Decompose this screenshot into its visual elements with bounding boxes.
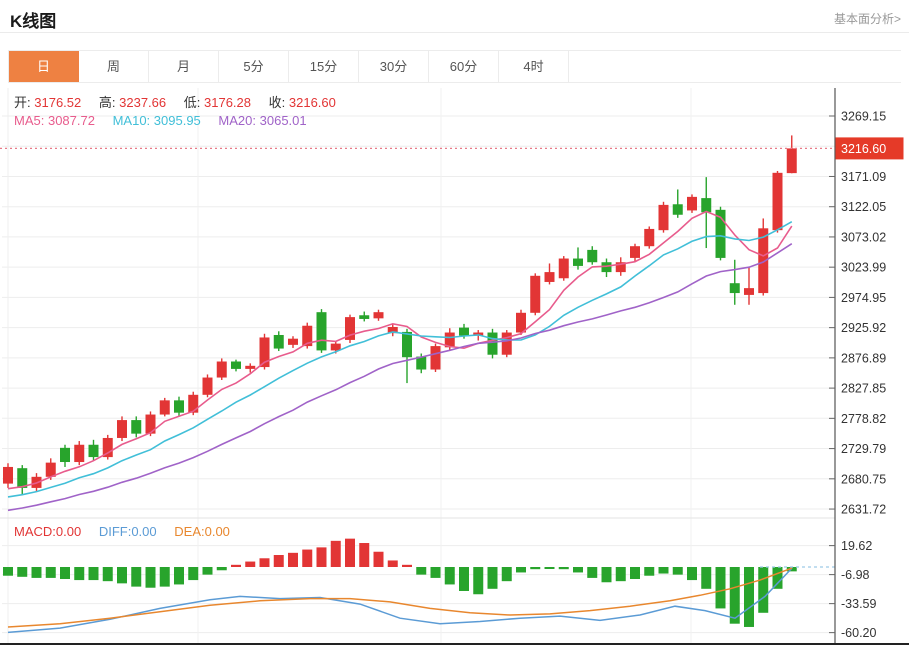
svg-text:19.62: 19.62	[841, 539, 872, 553]
page-title: K线图	[10, 12, 57, 31]
ma-lines	[7, 210, 793, 512]
close-label: 收:	[268, 95, 286, 110]
diff_line	[7, 567, 793, 634]
low-value: 3176.28	[204, 95, 251, 110]
svg-text:3122.05: 3122.05	[841, 200, 886, 214]
ma5-label: MA5:	[14, 113, 45, 128]
low-label: 低:	[183, 95, 201, 110]
title-divider	[0, 32, 909, 33]
svg-text:2631.72: 2631.72	[841, 503, 886, 517]
macd-value: 0.00	[55, 524, 82, 539]
ma10-value: 3095.95	[153, 113, 201, 128]
tab-30min[interactable]: 30分	[359, 51, 429, 82]
svg-text:3171.09: 3171.09	[841, 170, 886, 184]
high-value: 3237.66	[119, 95, 167, 110]
macd-readout: MACD:0.00 DIFF:0.00 DEA:0.00	[14, 524, 244, 539]
svg-text:3269.15: 3269.15	[841, 110, 886, 124]
svg-text:2778.82: 2778.82	[841, 412, 886, 426]
tab-week[interactable]: 周	[79, 51, 149, 82]
tab-5min[interactable]: 5分	[219, 51, 289, 82]
svg-text:-33.59: -33.59	[841, 597, 876, 611]
dea-label: DEA:	[174, 524, 205, 539]
period-tabbar: 日 周 月 5分 15分 30分 60分 4时	[8, 50, 901, 83]
open-label: 开:	[14, 95, 31, 110]
svg-text:-6.98: -6.98	[841, 568, 870, 582]
tab-15min[interactable]: 15分	[289, 51, 359, 82]
svg-text:3023.99: 3023.99	[841, 261, 886, 275]
tab-month[interactable]: 月	[149, 51, 219, 82]
gridlines	[0, 88, 835, 643]
ma20-label: MA20:	[218, 113, 256, 128]
ma5-line	[7, 210, 793, 490]
price-axis: 3269.15 3171.09 3122.05 3073.02 3023.99 2974.…	[0, 88, 909, 645]
ohlc-readout: 开: 3176.52 高: 3237.66 低: 3176.28 收: 3216…	[14, 92, 350, 111]
ma10-line	[7, 221, 793, 498]
dea_line	[7, 567, 793, 628]
diff-label: DIFF:	[98, 524, 132, 539]
close-value: 3216.60	[288, 95, 336, 110]
candlestick-layer	[3, 135, 797, 495]
ma20-line	[7, 243, 793, 512]
ma-readout: MA5: 3087.72 MA10: 3095.95 MA20: 3065.01	[14, 113, 321, 128]
macd-lines	[7, 566, 835, 634]
ma20-value: 3065.01	[259, 113, 307, 128]
svg-text:2925.92: 2925.92	[841, 321, 886, 335]
dea-value: 0.00	[204, 524, 230, 539]
svg-text:2876.89: 2876.89	[841, 351, 886, 365]
open-value: 3176.52	[34, 95, 82, 110]
macd-histogram	[3, 538, 797, 627]
high-label: 高:	[98, 95, 116, 110]
svg-text:-60.20: -60.20	[841, 626, 876, 640]
svg-text:2974.95: 2974.95	[841, 291, 886, 305]
diff-value: 0.00	[131, 524, 157, 539]
svg-text:2729.79: 2729.79	[841, 442, 886, 456]
current-price-badge: 3216.60	[835, 137, 904, 160]
ma5-value: 3087.72	[47, 113, 95, 128]
svg-text:3073.02: 3073.02	[841, 230, 886, 244]
fundamental-analysis-link[interactable]: 基本面分析>	[833, 12, 901, 26]
macd-label: MACD:	[14, 524, 56, 539]
svg-text:2827.85: 2827.85	[841, 382, 886, 396]
svg-text:3216.60: 3216.60	[841, 142, 886, 156]
tab-4hour[interactable]: 4时	[499, 51, 569, 82]
tab-day[interactable]: 日	[9, 51, 79, 82]
ma10-label: MA10:	[112, 113, 151, 128]
tab-60min[interactable]: 60分	[429, 51, 499, 82]
svg-text:2680.75: 2680.75	[841, 472, 886, 486]
